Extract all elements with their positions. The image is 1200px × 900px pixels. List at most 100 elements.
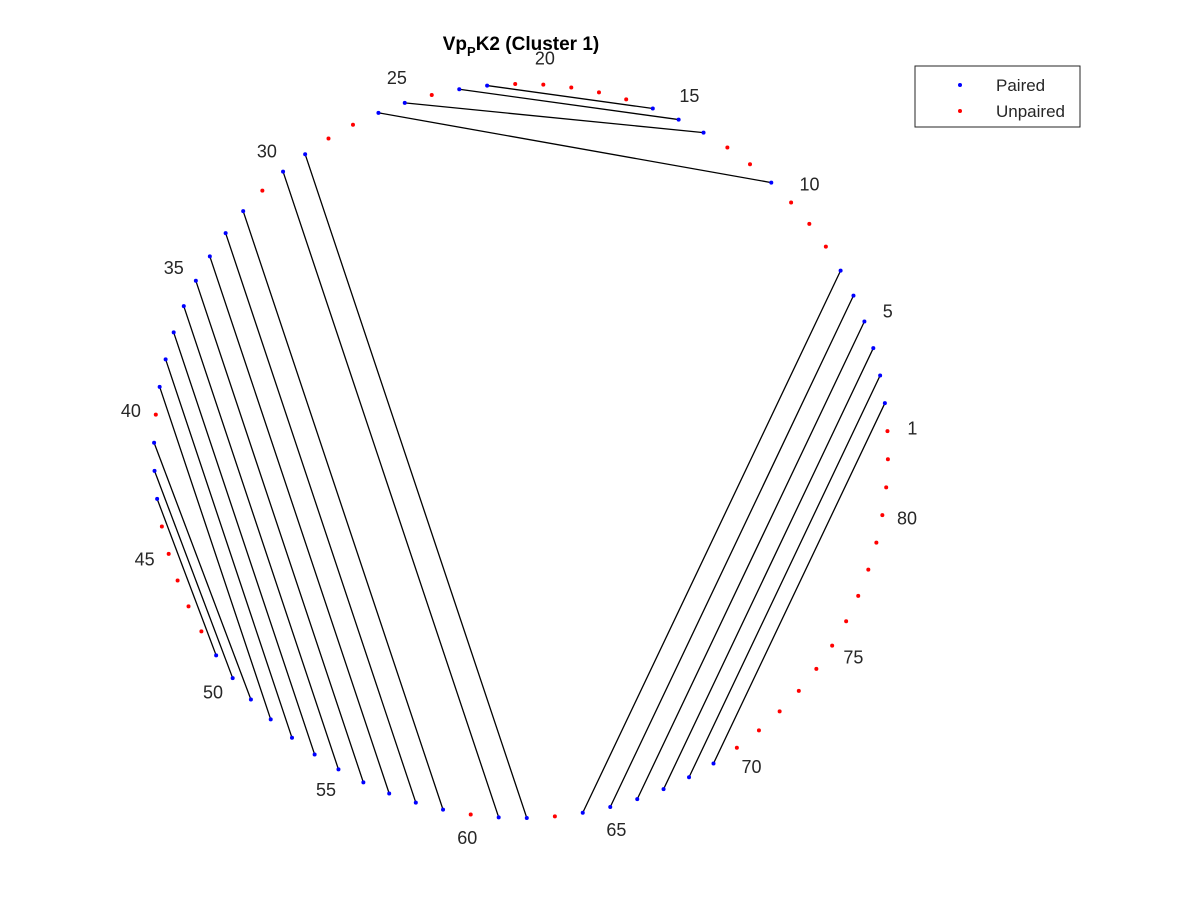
pair-line-7-64 [582,270,842,814]
paired-point-11 [769,180,774,185]
unpaired-point-47 [186,604,191,609]
paired-point-65 [608,804,613,809]
paired-point-59 [441,807,446,812]
position-label-10: 10 [799,174,819,194]
legend-unpaired-label: Unpaired [996,102,1065,121]
pair-line-42-50 [153,470,234,679]
unpaired-point-73 [796,688,801,693]
paired-point-23 [457,87,462,92]
paired-point-35 [193,278,198,283]
paired-point-50 [230,676,235,681]
position-label-50: 50 [203,682,223,702]
legend-paired-label: Paired [996,76,1045,95]
paired-point-22 [485,83,490,88]
unpaired-point-20 [541,82,546,87]
pair-line-37-54 [173,332,316,755]
pair-line-6-65 [609,295,855,808]
pair-line-29-62 [304,153,528,819]
unpaired-point-12 [748,162,753,167]
unpaired-point-46 [175,578,180,583]
paired-point-66 [635,797,640,802]
pair-line-36-55 [183,305,340,770]
paired-point-61 [496,815,501,820]
pair-line-38-53 [165,359,293,738]
paired-point-54 [312,752,317,757]
unpaired-point-44 [159,524,164,529]
unpaired-point-48 [199,629,204,634]
position-label-25: 25 [387,68,407,88]
unpaired-point-79 [874,540,879,545]
unpaired-point-60 [468,812,473,817]
paired-point-55 [336,767,341,772]
position-label-1: 1 [907,419,917,439]
unpaired-point-82 [885,457,890,462]
unpaired-point-28 [326,136,331,141]
paired-point-42 [152,468,157,473]
paired-point-25 [402,100,407,105]
paired-point-38 [163,357,168,362]
paired-point-14 [701,130,706,135]
unpaired-point-21 [513,82,518,87]
chart-title-rest: K2 (Cluster 1) [476,34,600,55]
pair-line-2-69 [712,402,886,764]
position-label-70: 70 [742,757,762,777]
position-label-35: 35 [164,258,184,278]
position-label-40: 40 [121,401,141,421]
paired-point-52 [268,717,273,722]
position-label-55: 55 [316,780,336,800]
paired-point-51 [248,697,253,702]
pair-line-32-59 [242,210,444,810]
unpaired-point-77 [856,593,861,598]
paired-point-32 [241,209,246,214]
paired-point-6 [851,293,856,298]
position-label-5: 5 [883,301,893,321]
paired-point-34 [207,254,212,259]
chart-title: VpPK2 (Cluster 1) [443,34,599,59]
unpaired-point-40 [153,412,158,417]
paired-point-68 [687,775,692,780]
position-points [152,82,890,820]
legend: Paired Unpaired [914,65,1081,128]
pair-line-11-26 [378,112,772,184]
pair-line-39-52 [159,386,272,720]
paired-point-39 [157,384,162,389]
paired-point-29 [303,152,308,157]
unpaired-point-27 [350,122,355,127]
pair-lines [153,84,886,819]
position-label-80: 80 [897,508,917,528]
pair-line-4-67 [662,347,874,790]
legend-paired-marker [958,83,962,87]
position-label-60: 60 [457,828,477,848]
unpaired-point-74 [814,666,819,671]
position-label-15: 15 [679,86,699,106]
unpaired-point-9 [807,221,812,226]
paired-point-36 [181,304,186,309]
pair-line-15-23 [459,88,679,121]
pair-line-35-56 [195,280,364,783]
paired-point-41 [152,440,157,445]
pair-line-30-61 [282,171,500,818]
pair-line-3-68 [688,375,881,778]
paired-point-26 [376,110,381,115]
paired-point-53 [289,735,294,740]
paired-point-56 [361,780,366,785]
position-label-30: 30 [257,141,277,161]
unpaired-point-10 [789,200,794,205]
unpaired-point-80 [880,513,885,518]
position-label-65: 65 [606,820,626,840]
paired-point-16 [650,106,655,111]
unpaired-point-17 [624,97,629,102]
position-label-75: 75 [843,648,863,668]
paired-point-33 [223,231,228,236]
unpaired-point-76 [844,619,849,624]
unpaired-point-1 [885,429,890,434]
paired-point-49 [214,653,219,658]
paired-point-67 [661,787,666,792]
position-label-20: 20 [535,48,555,68]
paired-point-62 [524,815,529,820]
paired-point-3 [878,373,883,378]
paired-point-43 [155,496,160,501]
paired-point-69 [711,761,716,766]
